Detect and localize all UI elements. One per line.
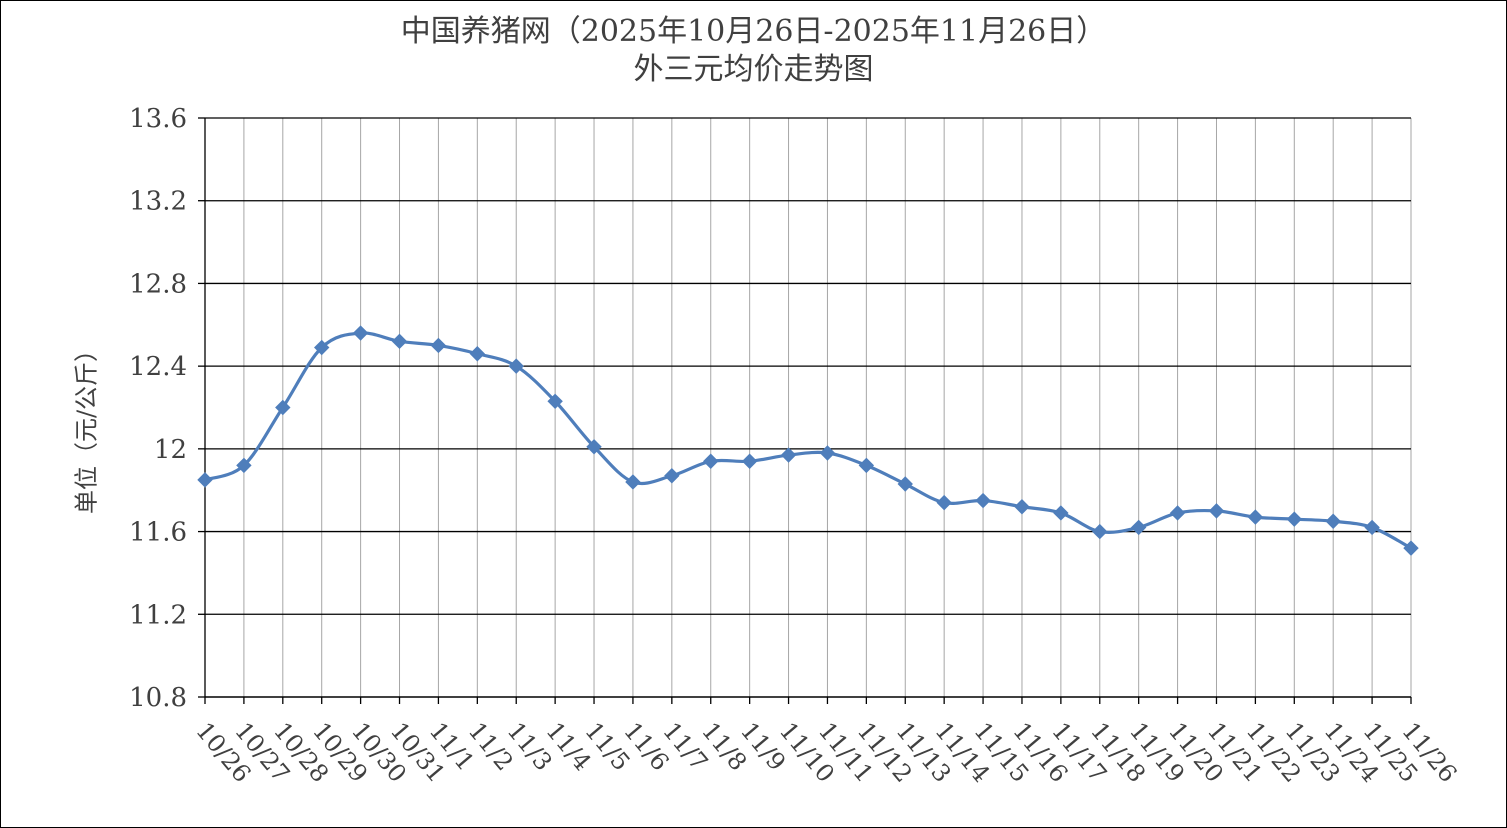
axes	[198, 117, 1412, 704]
data-point-marker	[236, 457, 252, 474]
data-point-marker	[780, 447, 797, 463]
data-point-marker	[391, 333, 408, 350]
data-point-marker	[469, 346, 486, 362]
chart-title-line-2: 外三元均价走势图	[633, 52, 874, 87]
data-point-marker	[897, 476, 913, 492]
data-point-marker	[275, 399, 291, 416]
data-point-marker	[1286, 511, 1302, 527]
y-tick-label: 12	[154, 435, 187, 465]
data-point-marker	[547, 393, 563, 410]
chart-title: 中国养猪网（2025年10月26日-2025年11月26日） 外三元均价走势图	[1, 13, 1506, 89]
y-tick-label: 12.8	[129, 269, 187, 299]
x-tick-labels: 10/2610/2710/2810/2910/3010/3111/111/211…	[190, 717, 1462, 788]
chart-title-line-1: 中国养猪网（2025年10月26日-2025年11月26日）	[400, 14, 1107, 49]
horizontal-gridlines	[205, 117, 1411, 615]
vertical-gridlines	[243, 118, 1412, 697]
data-point-marker	[1130, 519, 1147, 536]
data-point-marker	[430, 337, 447, 354]
y-tick-label: 13.6	[129, 104, 187, 134]
data-point-marker	[1169, 505, 1186, 521]
y-tick-label: 13.2	[129, 187, 187, 217]
data-point-marker	[1247, 509, 1264, 525]
y-tick-labels: 10.8 11.2 11.6 12 12.4 12.8 13.2 13.6	[129, 104, 187, 713]
series-line	[204, 331, 1412, 550]
data-point-marker	[625, 474, 641, 490]
data-point-marker	[936, 494, 952, 511]
data-point-marker	[664, 468, 680, 484]
y-tick-label: 11.6	[129, 518, 187, 548]
data-point-marker	[586, 439, 602, 455]
data-point-marker	[1053, 505, 1069, 521]
data-point-marker	[197, 472, 213, 488]
series-layer	[197, 325, 1419, 556]
data-point-marker	[819, 445, 836, 461]
y-tick-label: 10.8	[129, 683, 187, 713]
data-point-marker	[1364, 519, 1380, 536]
data-point-marker	[858, 457, 875, 474]
data-point-marker	[1208, 503, 1225, 519]
data-point-marker	[703, 453, 719, 469]
data-point-marker	[508, 358, 524, 374]
data-point-marker	[1403, 540, 1419, 556]
data-point-marker	[741, 453, 758, 469]
data-point-marker	[1325, 513, 1341, 529]
y-tick-label: 11.2	[129, 600, 187, 630]
y-tick-label: 12.4	[129, 352, 187, 382]
data-point-marker	[1092, 523, 1108, 540]
data-point-marker	[352, 325, 369, 341]
data-point-marker	[975, 492, 991, 509]
data-point-marker	[314, 339, 330, 356]
data-point-marker	[1014, 499, 1030, 515]
